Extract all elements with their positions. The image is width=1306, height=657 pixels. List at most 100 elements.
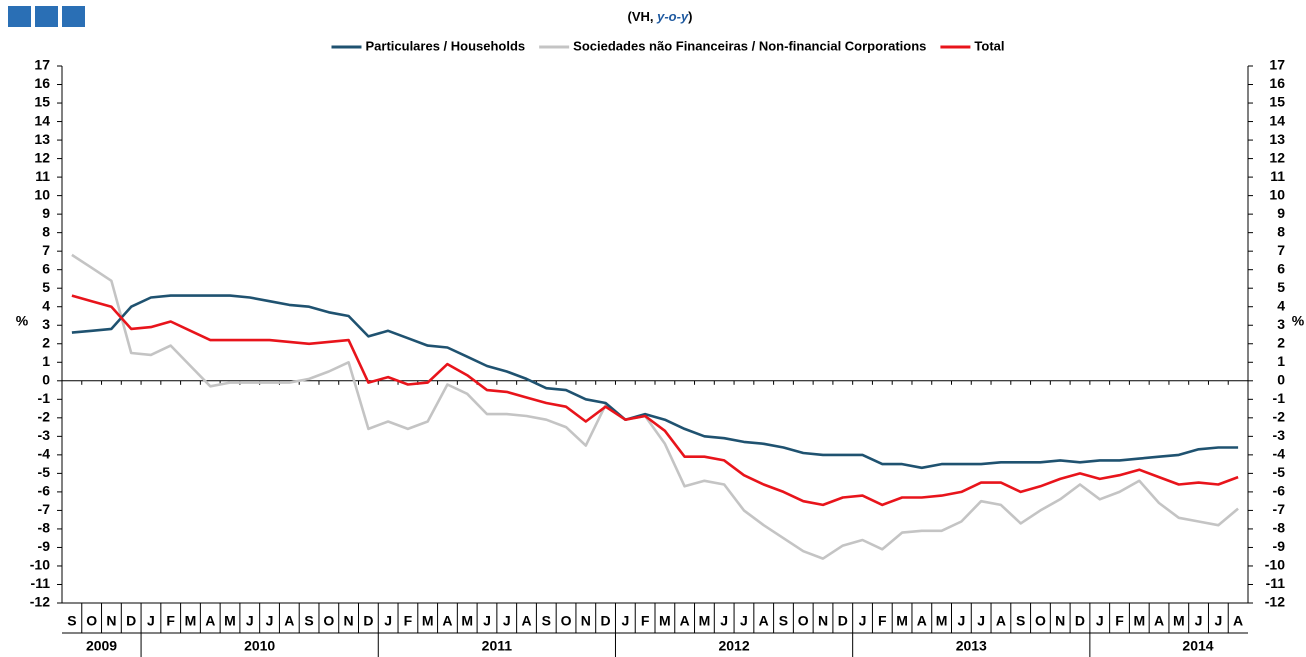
x-tick-label: F xyxy=(166,613,175,629)
y2-tick-label: -3 xyxy=(1273,427,1286,443)
x-tick-label: J xyxy=(740,613,748,629)
x-tick-label: M xyxy=(185,613,197,629)
x-tick-label: A xyxy=(521,613,531,629)
y-tick-label: 9 xyxy=(42,205,50,221)
x-tick-label: A xyxy=(1154,613,1164,629)
x-tick-label: J xyxy=(1214,613,1222,629)
y-tick-label: 13 xyxy=(34,131,50,147)
x-tick-label: M xyxy=(659,613,671,629)
y-tick-label: -7 xyxy=(38,501,51,517)
x-tick-label: M xyxy=(1133,613,1145,629)
x-tick-label: D xyxy=(126,613,136,629)
x-tick-label: J xyxy=(266,613,274,629)
y2-tick-label: 13 xyxy=(1269,131,1285,147)
x-tick-label: J xyxy=(859,613,867,629)
x-tick-label: O xyxy=(86,613,97,629)
x-tick-label: N xyxy=(1055,613,1065,629)
y2-tick-label: 16 xyxy=(1269,75,1285,91)
y2-tick-label: 1 xyxy=(1277,353,1285,369)
x-tick-label: S xyxy=(304,613,313,629)
year-label: 2012 xyxy=(718,638,749,654)
y-tick-label: 5 xyxy=(42,279,50,295)
x-tick-label: J xyxy=(483,613,491,629)
x-tick-label: A xyxy=(1233,613,1243,629)
y2-tick-label: 2 xyxy=(1277,334,1285,350)
x-tick-label: J xyxy=(1096,613,1104,629)
year-label: 2013 xyxy=(956,638,987,654)
x-tick-label: D xyxy=(363,613,373,629)
y2-tick-label: 3 xyxy=(1277,316,1285,332)
legend: Particulares / Households Sociedades não … xyxy=(331,38,1005,53)
y-tick-label: -10 xyxy=(30,557,50,573)
y2-tick-label: 7 xyxy=(1277,242,1285,258)
y-tick-label: 7 xyxy=(42,242,50,258)
y-axis-label: % xyxy=(16,313,29,329)
x-tick-label: J xyxy=(977,613,985,629)
x-tick-label: J xyxy=(503,613,511,629)
y2-tick-label: -12 xyxy=(1265,594,1285,610)
x-tick-label: J xyxy=(621,613,629,629)
x-tick-label: M xyxy=(224,613,236,629)
y-tick-label: -5 xyxy=(38,464,51,480)
y-tick-label: -11 xyxy=(31,575,51,591)
year-label: 2011 xyxy=(482,638,513,654)
year-label: 2009 xyxy=(86,638,117,654)
x-tick-label: A xyxy=(680,613,690,629)
y2-tick-label: 10 xyxy=(1269,186,1285,202)
y2-tick-label: 4 xyxy=(1277,297,1285,313)
x-tick-label: M xyxy=(1173,613,1185,629)
y-tick-label: 3 xyxy=(42,316,50,332)
y2-tick-label: -7 xyxy=(1273,501,1286,517)
y2-tick-label: -4 xyxy=(1273,446,1286,462)
year-label: 2010 xyxy=(244,638,275,654)
x-tick-label: F xyxy=(878,613,887,629)
x-tick-label: S xyxy=(542,613,551,629)
y2-tick-label: -9 xyxy=(1273,538,1286,554)
title-part: y-o-y xyxy=(656,9,689,24)
x-tick-label: S xyxy=(67,613,76,629)
chart-title: (VH, y-o-y) xyxy=(627,9,692,24)
x-tick-label: F xyxy=(404,613,413,629)
x-tick-label: O xyxy=(1035,613,1046,629)
y-tick-label: -2 xyxy=(38,409,51,425)
x-tick-label: A xyxy=(442,613,452,629)
x-tick-label: J xyxy=(147,613,155,629)
y-tick-label: 15 xyxy=(34,94,50,110)
x-tick-label: N xyxy=(818,613,828,629)
series-line xyxy=(71,294,1239,470)
x-tick-label: N xyxy=(106,613,116,629)
y-tick-label: 14 xyxy=(34,112,50,128)
legend-label: Total xyxy=(974,38,1004,53)
x-tick-label: M xyxy=(896,613,908,629)
legend-label: Particulares / Households xyxy=(365,38,525,53)
y-tick-label: 4 xyxy=(42,297,50,313)
y2-tick-label: 9 xyxy=(1277,205,1285,221)
y-tick-label: 2 xyxy=(42,334,50,350)
x-tick-label: F xyxy=(1115,613,1124,629)
y2-tick-label: -1 xyxy=(1273,390,1286,406)
x-tick-label: F xyxy=(641,613,650,629)
y2-tick-label: -5 xyxy=(1273,464,1286,480)
y2-tick-label: 14 xyxy=(1269,112,1285,128)
y2-tick-label: -2 xyxy=(1273,409,1286,425)
x-tick-label: N xyxy=(581,613,591,629)
y2-tick-label: -11 xyxy=(1266,575,1286,591)
y2-axis-label: % xyxy=(1292,313,1305,329)
x-tick-label: S xyxy=(779,613,788,629)
x-tick-label: A xyxy=(917,613,927,629)
y-tick-label: -3 xyxy=(38,427,51,443)
y-tick-label: -12 xyxy=(30,594,50,610)
y2-tick-label: -10 xyxy=(1265,557,1285,573)
logo xyxy=(8,6,85,27)
series-line xyxy=(71,294,1239,507)
title-part: (VH, xyxy=(627,9,657,24)
y-tick-label: 16 xyxy=(34,75,50,91)
x-tick-label: S xyxy=(1016,613,1025,629)
y2-tick-label: 0 xyxy=(1277,371,1285,387)
y-tick-label: 10 xyxy=(34,186,50,202)
x-tick-label: J xyxy=(720,613,728,629)
y-tick-label: 12 xyxy=(34,149,50,165)
x-tick-label: J xyxy=(1195,613,1203,629)
x-tick-label: M xyxy=(699,613,711,629)
